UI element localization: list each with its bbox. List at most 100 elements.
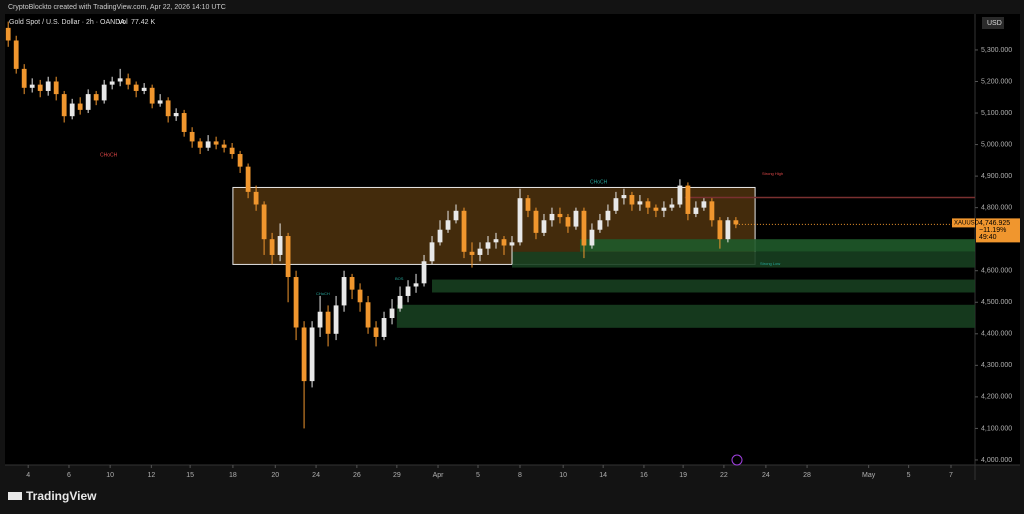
candle-body [29, 84, 35, 88]
candle-body [213, 141, 219, 145]
candle-body [629, 195, 635, 205]
plot-layer [5, 21, 976, 429]
candle-body [517, 198, 523, 243]
candle-body [525, 198, 531, 211]
candle-body [565, 217, 571, 227]
volume: 77.42 K [131, 19, 155, 26]
logo-mark [8, 492, 22, 500]
y-tick-label: 4,400.000 [981, 331, 1012, 338]
candle-body [621, 195, 627, 199]
x-tick-label: 16 [640, 472, 648, 479]
candle-body [349, 277, 355, 290]
countdown: 49:40 [979, 234, 997, 241]
x-tick-label: 22 [720, 472, 728, 479]
candle-body [677, 185, 683, 205]
zone [396, 304, 976, 328]
candle-body [357, 289, 363, 303]
candle-body [493, 239, 499, 243]
candle-body [333, 305, 339, 334]
candle-body [373, 327, 379, 337]
candle-body [413, 283, 419, 287]
candle-body [109, 81, 115, 85]
candle-body [325, 311, 331, 334]
candle-body [21, 68, 27, 88]
candle-body [269, 239, 275, 255]
candle-body [5, 27, 11, 41]
candle-body [533, 210, 539, 233]
candle-body [253, 191, 259, 205]
x-tick-label: 5 [907, 472, 911, 479]
x-tick-label: 29 [393, 472, 401, 479]
candle-body [477, 248, 483, 255]
x-tick-label: 6 [67, 472, 71, 479]
candle-body [509, 242, 515, 246]
candle-body [301, 327, 307, 382]
candle-body [85, 94, 91, 110]
candle-body [149, 87, 155, 104]
x-tick-label: 7 [949, 472, 953, 479]
candle-body [229, 147, 235, 155]
currency: USD [987, 20, 1002, 27]
symbol-tag [952, 218, 975, 228]
x-tick-label: 26 [353, 472, 361, 479]
candle-body [317, 311, 323, 328]
annotation: CHoCH [590, 179, 608, 185]
candle-body [717, 220, 723, 240]
candle-body [189, 131, 195, 142]
volume-label: Vol [118, 19, 128, 26]
candle-body [245, 166, 251, 192]
zone [432, 279, 975, 293]
annotation: Strong High [762, 171, 783, 176]
annotation: CHoCH [100, 152, 118, 158]
y-tick-label: 5,200.000 [981, 78, 1012, 85]
x-tick-label: 12 [147, 472, 155, 479]
y-tick-label: 5,000.000 [981, 141, 1012, 148]
x-tick-label: 20 [271, 472, 279, 479]
x-tick-label: 28 [803, 472, 811, 479]
annotation: Strong Low [760, 261, 780, 266]
candle-body [597, 220, 603, 230]
candle-body [485, 242, 491, 249]
candle-body [541, 220, 547, 233]
symbol: XAUUSD [954, 220, 980, 226]
candle-body [53, 81, 59, 95]
x-tick-label: May [862, 472, 876, 479]
candle-body [405, 286, 411, 296]
candle-body [469, 251, 475, 255]
header: CryptoBlockto created with TradingView.c… [8, 4, 226, 11]
candle-body [69, 103, 75, 117]
replay-icon[interactable] [731, 454, 743, 466]
candle-body [117, 78, 123, 82]
candle-body [133, 84, 139, 91]
x-tick-label: 24 [762, 472, 770, 479]
logo: TradingView [8, 489, 97, 503]
candle-body [141, 87, 147, 91]
x-tick-label: 18 [229, 472, 237, 479]
candle-body [93, 94, 99, 101]
y-tick-label: 4,800.000 [981, 204, 1012, 211]
zone [511, 251, 975, 268]
last-price-label: 4,746.925 [979, 220, 1010, 227]
candle-body [181, 113, 187, 132]
candle-body [125, 78, 131, 85]
candle-body [221, 144, 227, 148]
candle-body [77, 103, 83, 110]
candle-body [693, 207, 699, 214]
annotation: CHoCH [316, 291, 330, 296]
x-tick-label: 5 [476, 472, 480, 479]
candle-body [285, 236, 291, 278]
candle-body [37, 84, 43, 91]
candle-body [277, 236, 283, 255]
y-tick-label: 4,100.000 [981, 425, 1012, 432]
x-tick-label: 24 [312, 472, 320, 479]
candle-body [589, 229, 595, 246]
candle-body [157, 100, 163, 104]
y-tick-label: 4,000.000 [981, 457, 1012, 464]
candle-body [501, 239, 507, 246]
candle-body [661, 207, 667, 211]
candle-body [669, 204, 675, 208]
candle-body [581, 210, 587, 246]
candle-body [685, 185, 691, 214]
currency-box [982, 17, 1004, 29]
